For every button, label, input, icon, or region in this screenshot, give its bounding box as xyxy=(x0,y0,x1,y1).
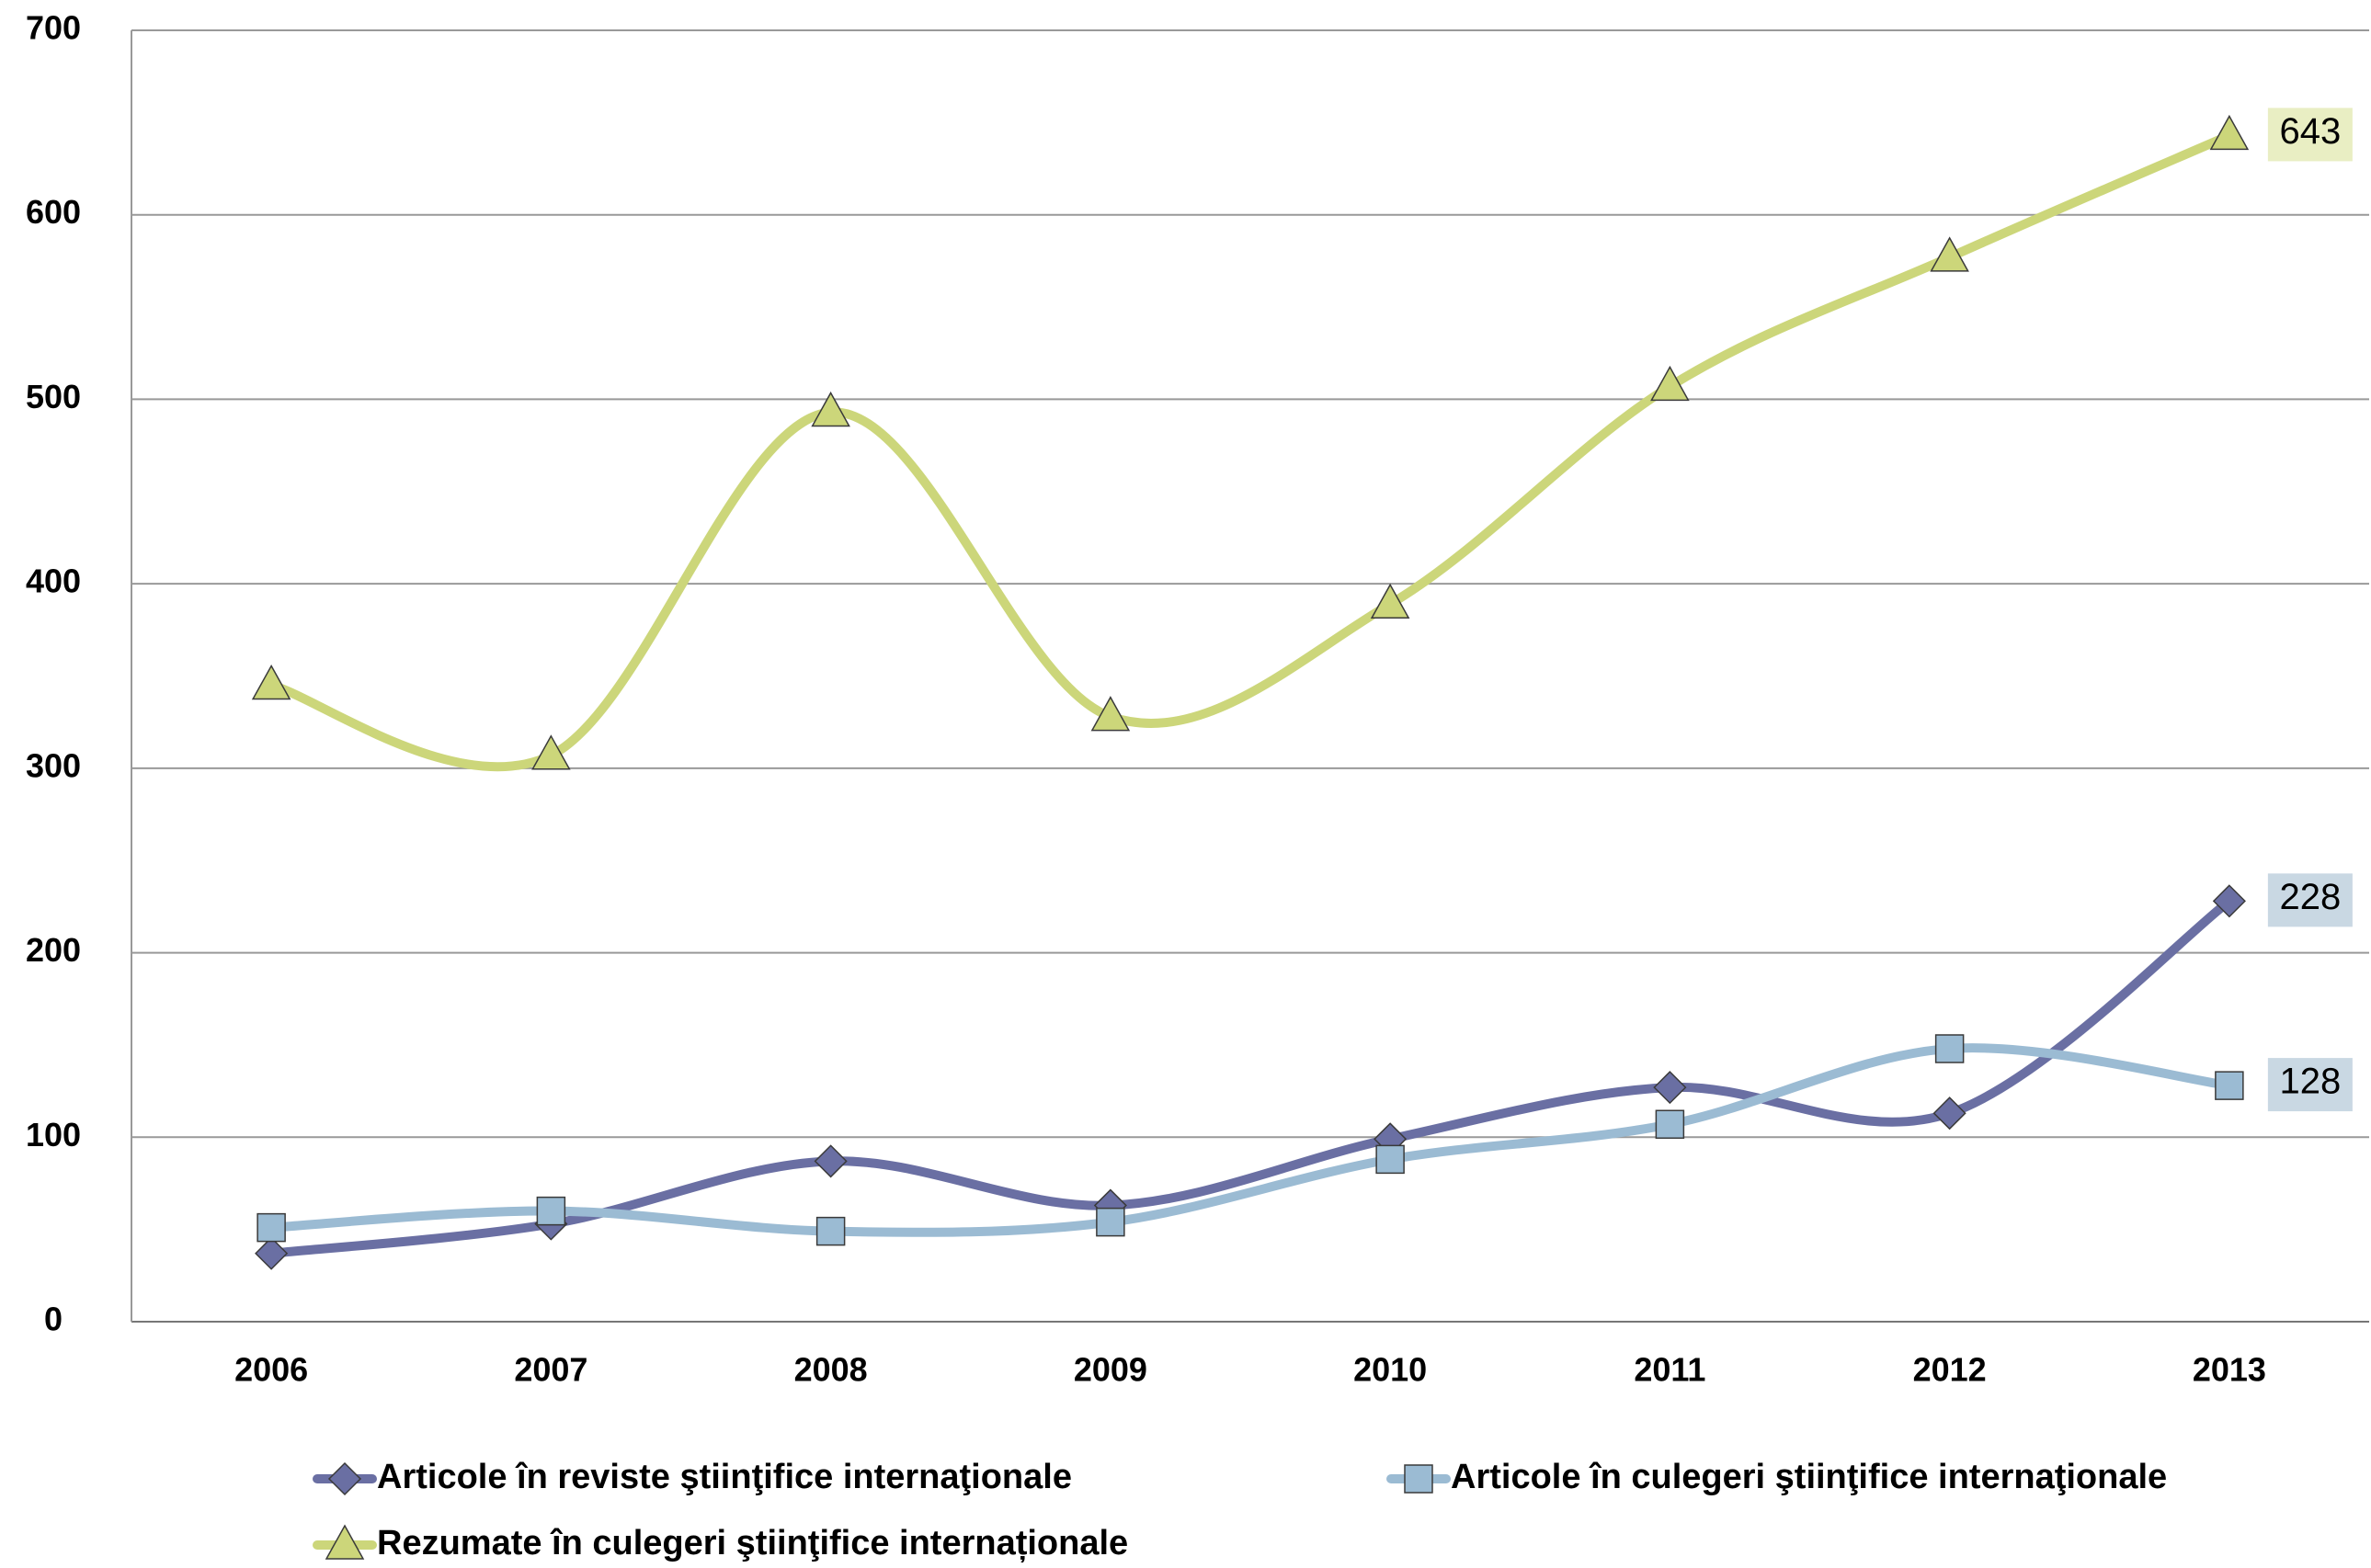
x-tick-label: 2010 xyxy=(1353,1351,1427,1389)
legend-label: Articole în reviste ştiinţifice internaţ… xyxy=(377,1458,1072,1496)
y-tick-label: 500 xyxy=(26,378,81,415)
marker xyxy=(1936,1035,1964,1062)
x-tick-label: 2008 xyxy=(794,1351,868,1389)
legend-label: Articole în culegeri ştiinţifice interna… xyxy=(1451,1458,2167,1496)
data-label: 228 xyxy=(2280,877,2342,917)
marker xyxy=(329,1463,360,1494)
marker xyxy=(1097,1209,1124,1236)
marker xyxy=(537,1198,564,1225)
x-tick-label: 2012 xyxy=(1913,1351,1987,1389)
data-label: 643 xyxy=(2280,111,2342,152)
marker xyxy=(256,1238,287,1269)
data-label: 128 xyxy=(2280,1062,2342,1102)
marker xyxy=(257,1214,285,1242)
x-tick-label: 2013 xyxy=(2193,1351,2266,1389)
x-tick-label: 2009 xyxy=(1074,1351,1147,1389)
x-tick-label: 2006 xyxy=(234,1351,308,1389)
y-tick-label: 200 xyxy=(26,931,81,969)
y-tick-label: 600 xyxy=(26,193,81,231)
y-tick-label: 100 xyxy=(26,1116,81,1153)
y-tick-label: 0 xyxy=(44,1301,63,1338)
y-tick-label: 300 xyxy=(26,746,81,784)
x-tick-label: 2007 xyxy=(514,1351,587,1389)
marker xyxy=(1934,1097,1966,1129)
marker xyxy=(817,1218,845,1245)
legend-label: Rezumate în culegeri ştiinţifice interna… xyxy=(377,1524,1128,1562)
y-tick-label: 700 xyxy=(26,9,81,47)
marker xyxy=(1654,1072,1685,1103)
marker xyxy=(1656,1110,1683,1138)
marker xyxy=(815,1145,847,1176)
marker xyxy=(2211,116,2248,149)
x-tick-label: 2011 xyxy=(1634,1351,1705,1389)
series-line xyxy=(271,135,2229,767)
marker xyxy=(1376,1145,1404,1173)
marker xyxy=(2216,1072,2243,1099)
chart: 0 100 200 300 400 500 600 700 2006 2007 2008 2009 20… xyxy=(0,0,2371,1568)
marker xyxy=(1405,1465,1432,1493)
marker xyxy=(253,666,290,699)
y-tick-label: 400 xyxy=(26,562,81,600)
